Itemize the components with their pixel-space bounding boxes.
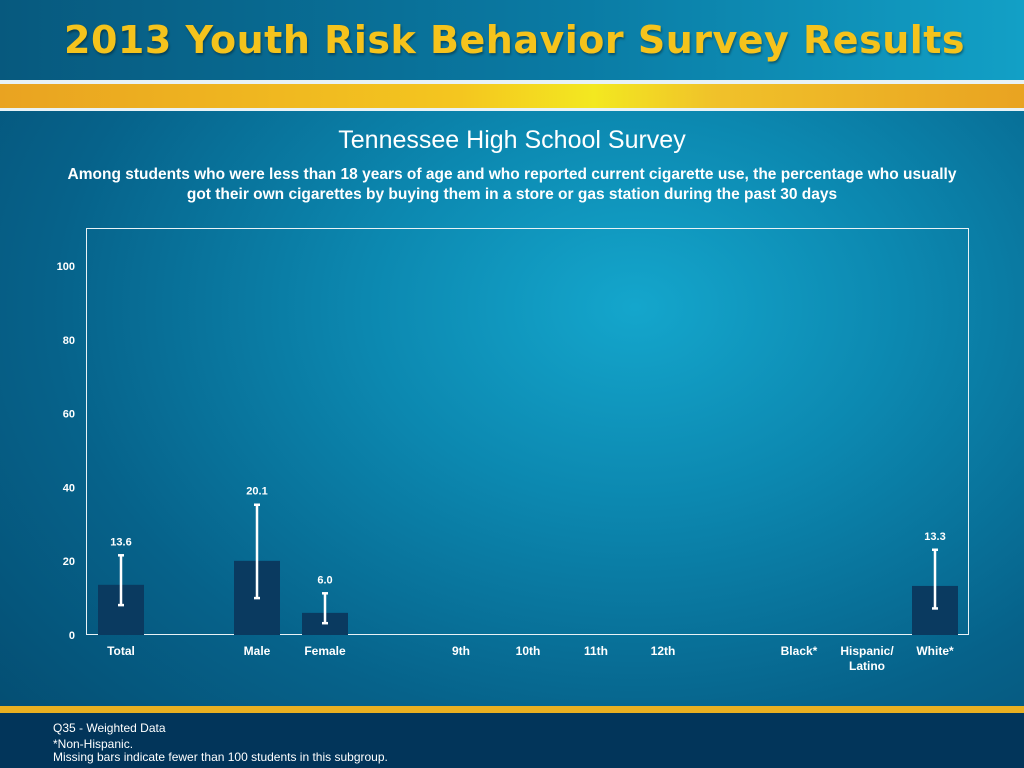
footer-gold-line [0, 706, 1024, 713]
footer-bar [0, 706, 1024, 768]
x-tick-label: White* [916, 644, 954, 658]
header-banner: 2013 Youth Risk Behavior Survey Results [0, 0, 1024, 80]
header-divider [0, 80, 1024, 84]
x-tick-label: 9th [452, 644, 470, 658]
x-tick-label: Female [304, 644, 346, 658]
chart-title: Tennessee High School Survey [338, 126, 686, 154]
chart-subtitle: Among students who were less than 18 yea… [67, 166, 957, 203]
page-title: 2013 Youth Risk Behavior Survey Results [64, 18, 966, 62]
gold-accent-bar [0, 84, 1024, 108]
data-label: 6.0 [317, 574, 332, 586]
footnote-missing-bars: Missing bars indicate fewer than 100 stu… [53, 750, 388, 764]
y-tick-label: 20 [63, 556, 75, 568]
footnote-non-hispanic: *Non-Hispanic. [53, 737, 134, 751]
bar-chart: 0 20 40 60 80 100 13.6 Total 20.1 Male 6.0 Female 9t… [57, 261, 958, 673]
x-tick-label: 12th [651, 644, 676, 658]
plot-area [86, 228, 969, 635]
x-tick-label: Male [244, 644, 271, 658]
y-tick-label: 100 [57, 261, 75, 273]
footnote-weighted: Q35 - Weighted Data [53, 721, 166, 735]
x-tick-label: Latino [849, 659, 885, 673]
x-tick-label: Black* [781, 644, 818, 658]
y-tick-label: 40 [63, 482, 75, 494]
data-label: 20.1 [246, 486, 267, 498]
y-tick-label: 80 [63, 335, 75, 347]
data-label: 13.6 [110, 536, 131, 548]
y-tick-label: 60 [63, 409, 75, 421]
x-tick-label: 11th [584, 644, 608, 658]
header-divider-lower [0, 108, 1024, 111]
x-tick-label: 10th [516, 644, 541, 658]
x-tick-label: Total [107, 644, 135, 658]
x-tick-label: Hispanic/ [840, 644, 894, 658]
data-label: 13.3 [924, 531, 945, 543]
y-tick-label: 0 [69, 630, 75, 642]
